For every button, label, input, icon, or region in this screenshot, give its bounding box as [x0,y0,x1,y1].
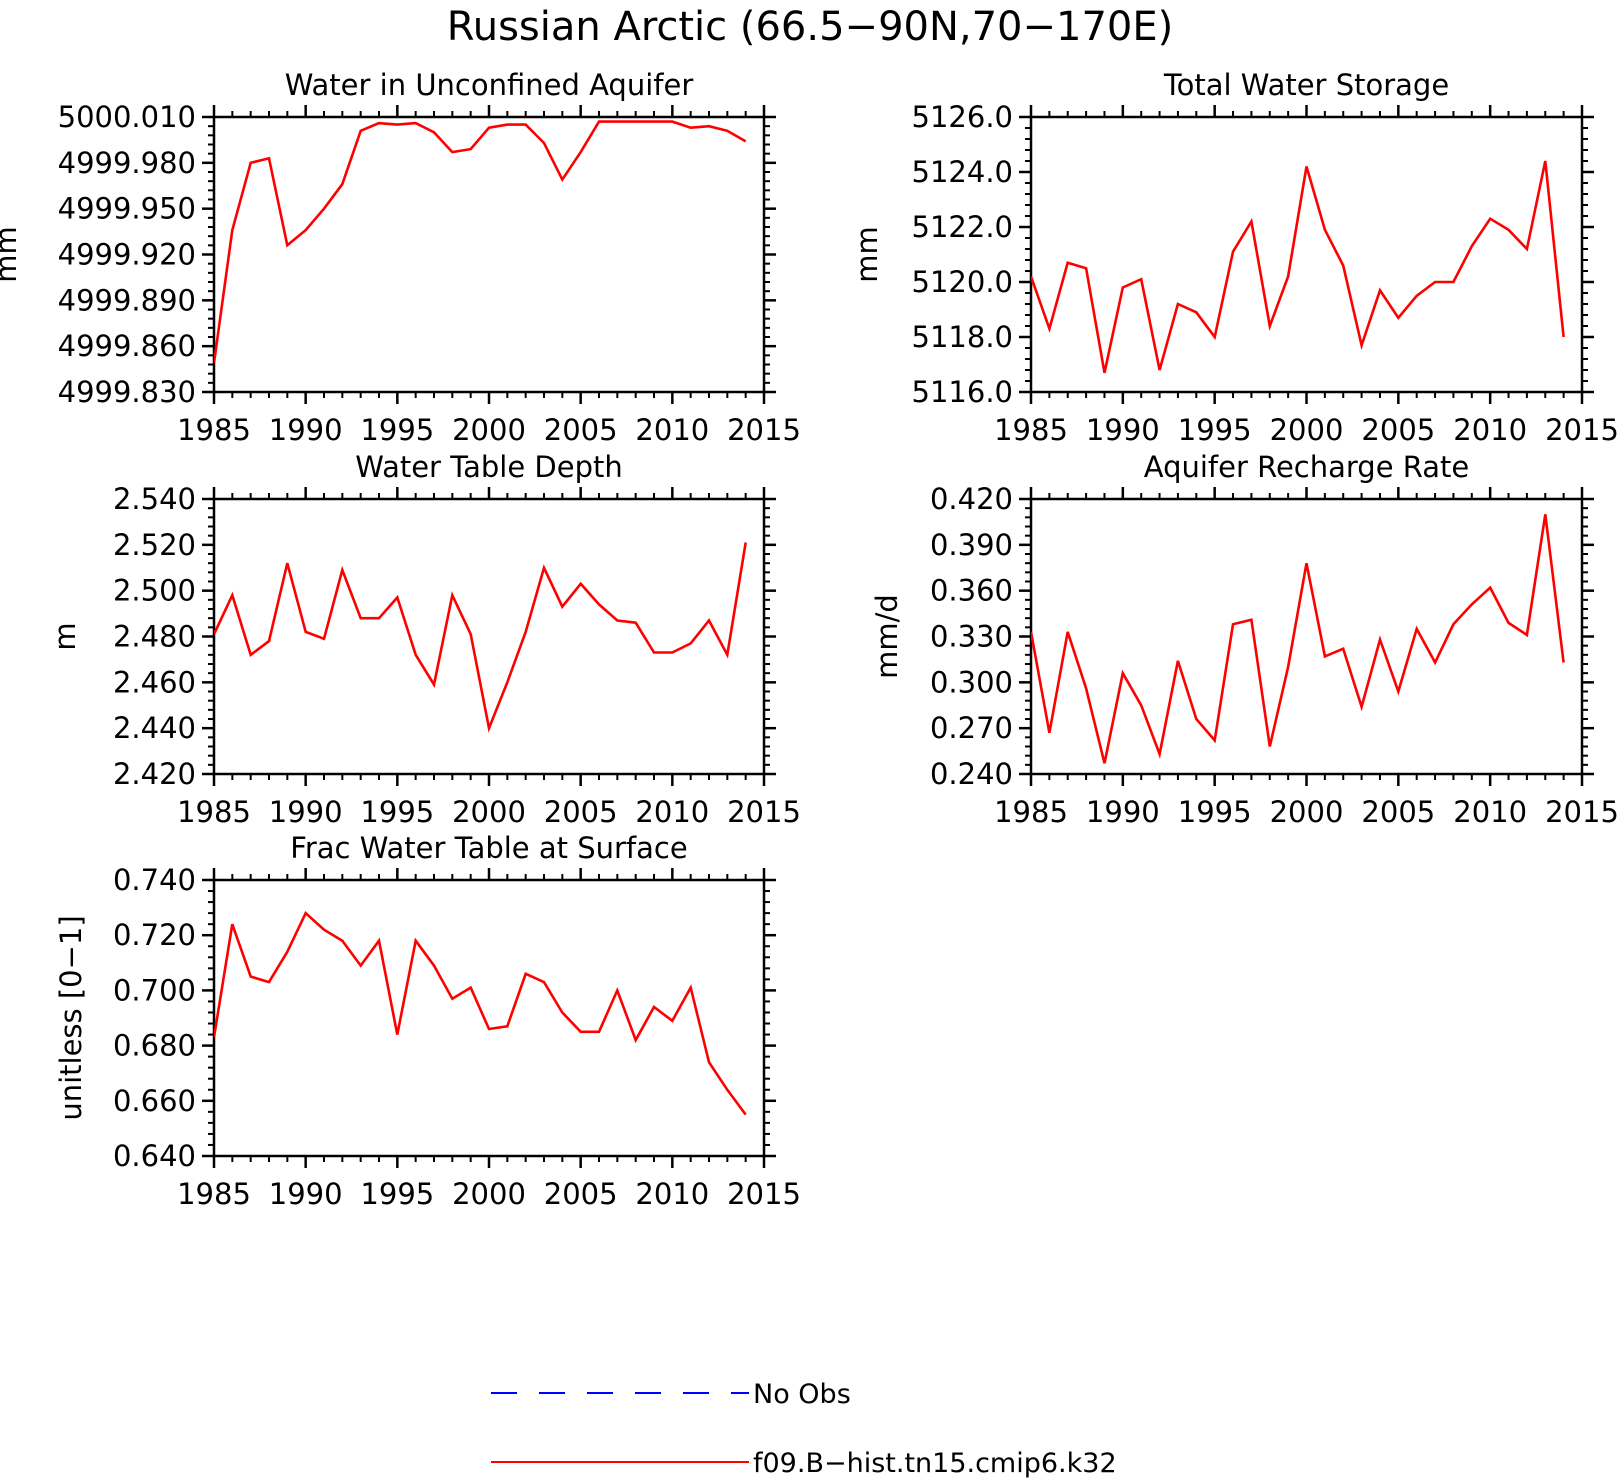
x-tick-label: 1985 [177,413,251,447]
x-tick-label: 2000 [452,413,526,447]
y-tick-label: 0.360 [930,574,1013,608]
y-tick-label: 2.460 [113,665,196,699]
y-tick-label: 4999.860 [58,329,196,363]
x-tick-label: 2000 [1270,413,1344,447]
y-tick-label: 5116.0 [912,375,1013,409]
x-tick-label: 1995 [360,1177,434,1211]
x-tick-label: 1985 [177,1177,251,1211]
panel-title: Aquifer Recharge Rate [1144,450,1470,484]
x-tick-label: 2010 [635,1177,709,1211]
x-tick-label: 2015 [727,413,801,447]
chart-panels: Water in Unconfined Aquifer 1985 1990 1995 2… [0,68,1619,1211]
x-tick-label: 2015 [727,795,801,829]
plot-frame [1029,115,1584,394]
chart-panel-2: Total Water Storage 1985 1990 1995 2000 2005 2… [850,68,1619,447]
x-tick-label: 1995 [360,413,434,447]
x-tick-label: 2000 [452,1177,526,1211]
x-tick-label: 2015 [1545,413,1619,447]
series-line-model [1031,514,1565,764]
x-tick-label: 1995 [1178,795,1252,829]
x-tick-label: 1985 [994,795,1068,829]
x-tick-label: 2005 [544,795,618,829]
y-axis-label: m [48,622,82,650]
plot-frame [212,878,766,1158]
y-tick-label: 0.390 [930,528,1013,562]
y-tick-label: 0.700 [113,973,196,1007]
x-tick-label: 1990 [1086,413,1160,447]
chart-panel-1: Water in Unconfined Aquifer 1985 1990 1995 2… [0,68,801,447]
chart-panel-4: Aquifer Recharge Rate 1985 1990 1995 2000 200… [870,450,1619,829]
y-tick-label: 2.500 [113,574,196,608]
legend-label: f09.B−hist.tn15.cmip6.k32 [753,1448,1117,1479]
panel-title: Total Water Storage [1163,68,1449,102]
y-tick-label: 5118.0 [912,320,1013,354]
x-tick-label: 1995 [1178,413,1252,447]
y-tick-label: 5120.0 [912,265,1013,299]
y-tick-label: 0.720 [113,918,196,952]
x-tick-label: 2010 [1453,413,1527,447]
y-tick-label: 0.640 [113,1139,196,1173]
x-tick-label: 2005 [544,1177,618,1211]
y-tick-label: 5124.0 [912,155,1013,189]
legend: No Obs f09.B−hist.tn15.cmip6.k32 [491,1379,1117,1479]
x-tick-label: 2005 [1361,795,1435,829]
panel-title: Water Table Depth [355,450,623,484]
panel-title: Frac Water Table at Surface [290,831,687,865]
x-tick-label: 2010 [635,795,709,829]
y-tick-label: 4999.950 [58,192,196,226]
x-tick-label: 1985 [177,795,251,829]
y-tick-label: 4999.830 [58,375,196,409]
y-tick-label: 4999.980 [58,146,196,180]
legend-label: No Obs [753,1379,851,1410]
x-tick-label: 1995 [360,795,434,829]
chart-panel-3: Water Table Depth 1985 1990 1995 2000 2005 201… [48,450,801,829]
y-axis-label: mm [850,226,884,283]
y-tick-label: 2.440 [113,711,196,745]
x-tick-label: 2010 [635,413,709,447]
plot-frame [1029,497,1584,776]
x-tick-label: 2000 [452,795,526,829]
y-tick-label: 2.480 [113,620,196,654]
y-tick-label: 0.740 [113,863,196,897]
y-tick-label: 0.240 [930,757,1013,791]
x-tick-label: 1990 [1086,795,1160,829]
panel-title: Water in Unconfined Aquifer [285,68,694,102]
x-tick-label: 2005 [544,413,618,447]
y-tick-label: 4999.890 [58,283,196,317]
y-tick-label: 2.540 [113,482,196,516]
x-tick-label: 1990 [269,1177,343,1211]
x-tick-label: 1990 [269,413,343,447]
chart-panel-5: Frac Water Table at Surface 1985 1990 1995 2… [54,831,801,1211]
series-line-model [214,910,747,1116]
series-line-model [214,120,747,364]
y-tick-label: 5126.0 [912,100,1013,134]
plot-frame [212,497,766,776]
y-tick-label: 0.330 [930,620,1013,654]
series-line-model [214,542,747,733]
series-line-model [1031,160,1565,374]
y-axis-label: mm [0,226,23,283]
plot-frame [212,115,766,394]
y-axis-label: unitless [0−1] [54,915,88,1120]
y-tick-label: 5000.010 [58,100,196,134]
y-tick-label: 0.300 [930,665,1013,699]
y-axis-label: mm/d [870,594,904,679]
y-tick-label: 4999.920 [58,238,196,272]
y-tick-label: 2.520 [113,528,196,562]
x-tick-label: 1990 [269,795,343,829]
x-tick-label: 1985 [994,413,1068,447]
y-tick-label: 5122.0 [912,210,1013,244]
figure-title: Russian Arctic (66.5−90N,70−170E) [447,4,1174,50]
y-tick-label: 2.420 [113,757,196,791]
y-tick-label: 0.270 [930,711,1013,745]
x-tick-label: 2015 [1545,795,1619,829]
x-tick-label: 2000 [1270,795,1344,829]
x-tick-label: 2010 [1453,795,1527,829]
x-tick-label: 2015 [727,1177,801,1211]
y-tick-label: 0.420 [930,482,1013,516]
x-tick-label: 2005 [1361,413,1435,447]
y-tick-label: 0.660 [113,1084,196,1118]
y-tick-label: 0.680 [113,1029,196,1063]
